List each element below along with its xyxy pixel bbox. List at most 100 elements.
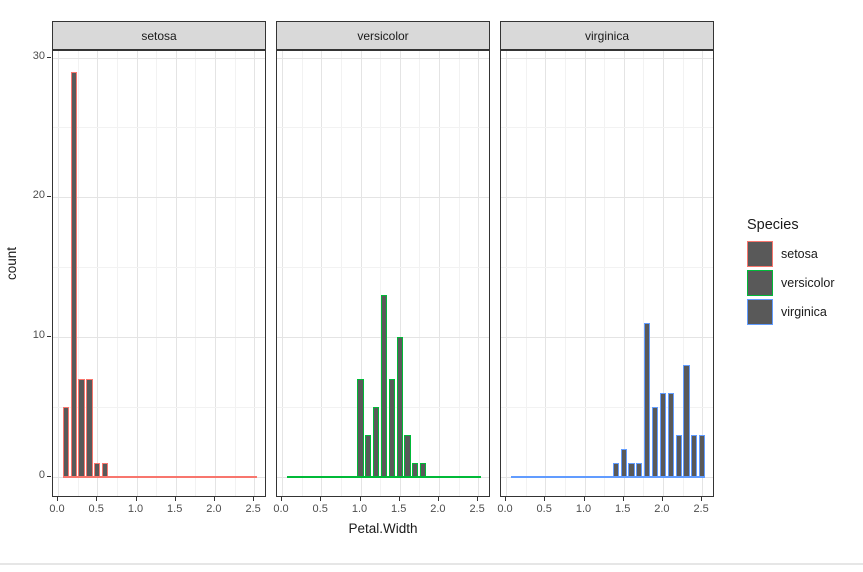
gridline-x-minor bbox=[419, 51, 421, 496]
gridline-x-minor bbox=[458, 51, 460, 496]
histogram-bar bbox=[388, 378, 395, 477]
gridline-x-major bbox=[478, 51, 480, 496]
legend-label: virginica bbox=[781, 305, 827, 319]
gridline-y-minor bbox=[501, 127, 713, 129]
gridline-x-major bbox=[175, 51, 177, 496]
gridline-x-major bbox=[136, 51, 138, 496]
histogram-bar bbox=[667, 392, 674, 477]
x-tick-mark bbox=[135, 497, 137, 501]
gridline-x-minor bbox=[234, 51, 236, 496]
gridline-x-minor bbox=[195, 51, 197, 496]
facet-strip: versicolor bbox=[276, 21, 490, 50]
gridline-x-major bbox=[702, 51, 704, 496]
gridline-y-minor bbox=[501, 267, 713, 269]
histogram-bar bbox=[78, 378, 85, 477]
x-tick-label: 0.0 bbox=[49, 503, 65, 515]
legend-label: setosa bbox=[781, 247, 818, 261]
gridline-x-minor bbox=[643, 51, 645, 496]
legend-key-setosa bbox=[747, 241, 773, 267]
x-tick-mark bbox=[661, 497, 663, 501]
zero-line bbox=[286, 475, 482, 478]
x-tick-mark bbox=[701, 497, 703, 501]
x-tick-label: 0.0 bbox=[273, 503, 289, 515]
histogram-bar bbox=[102, 462, 109, 477]
panel-setosa bbox=[52, 50, 266, 497]
gridline-y-major bbox=[501, 337, 713, 338]
gridline-x-major bbox=[584, 51, 586, 496]
histogram-bar bbox=[365, 434, 372, 477]
histogram-bar bbox=[659, 392, 667, 477]
y-axis-title: count bbox=[4, 247, 19, 281]
histogram-bar bbox=[373, 406, 380, 477]
x-tick-label: 1.0 bbox=[575, 503, 592, 515]
x-tick-mark bbox=[174, 497, 176, 501]
gridline-y-major bbox=[277, 57, 489, 59]
x-tick-mark bbox=[505, 497, 506, 501]
facet-strip: setosa bbox=[52, 21, 266, 50]
y-tick-mark bbox=[47, 56, 51, 58]
histogram-bar bbox=[86, 378, 93, 477]
x-tick-label: 2.5 bbox=[245, 503, 261, 515]
gridline-x-major bbox=[545, 51, 547, 496]
x-tick-mark bbox=[583, 497, 585, 501]
gridline-x-minor bbox=[564, 51, 566, 496]
gridline-x-major bbox=[58, 51, 59, 496]
gridline-x-major bbox=[399, 51, 401, 496]
x-tick-label: 2.5 bbox=[469, 503, 485, 515]
x-tick-mark bbox=[477, 497, 479, 501]
zero-line bbox=[62, 475, 258, 478]
gridline-x-minor bbox=[525, 51, 527, 496]
gridline-x-minor bbox=[380, 51, 382, 496]
gridline-x-major bbox=[438, 51, 440, 496]
gridline-x-minor bbox=[340, 51, 342, 496]
gridline-x-minor bbox=[604, 51, 606, 496]
x-tick-mark bbox=[398, 497, 400, 501]
gridline-y-minor bbox=[277, 127, 489, 129]
gridline-x-major bbox=[360, 51, 362, 496]
x-axis-title: Petal.Width bbox=[348, 521, 418, 536]
legend-label: versicolor bbox=[781, 276, 835, 290]
histogram-bar bbox=[644, 323, 651, 477]
gridline-x-major bbox=[282, 51, 283, 496]
gridline-y-major bbox=[53, 57, 265, 59]
histogram-bar bbox=[699, 434, 706, 477]
histogram-bar bbox=[412, 462, 419, 477]
gridline-x-major bbox=[214, 51, 216, 496]
histogram-bar bbox=[62, 406, 69, 477]
x-tick-mark bbox=[320, 497, 322, 501]
x-tick-label: 0.5 bbox=[312, 503, 328, 515]
gridline-y-major bbox=[53, 337, 265, 338]
gridline-y-major bbox=[501, 57, 713, 59]
gridline-x-minor bbox=[682, 51, 684, 496]
y-tick-mark bbox=[47, 475, 51, 477]
gridline-y-major bbox=[501, 197, 713, 199]
y-tick-mark bbox=[47, 196, 51, 198]
facet-strip: virginica bbox=[500, 21, 714, 50]
gridline-y-minor bbox=[53, 127, 265, 129]
x-tick-label: 1.5 bbox=[391, 503, 407, 515]
panel-versicolor bbox=[276, 50, 490, 497]
x-tick-mark bbox=[359, 497, 361, 501]
gridline-x-major bbox=[623, 51, 625, 496]
gridline-y-minor bbox=[53, 267, 265, 269]
gridline-x-minor bbox=[116, 51, 118, 496]
histogram-bar bbox=[675, 434, 682, 477]
gridline-y-minor bbox=[501, 406, 713, 408]
histogram-bar bbox=[357, 378, 364, 477]
histogram-bar bbox=[683, 365, 690, 477]
x-tick-mark bbox=[96, 497, 98, 501]
histogram-bar bbox=[94, 462, 101, 477]
y-tick-label: 0 bbox=[38, 468, 45, 481]
gridline-x-major bbox=[506, 51, 507, 496]
x-tick-mark bbox=[622, 497, 624, 501]
histogram-bar bbox=[420, 462, 427, 477]
x-tick-mark bbox=[213, 497, 215, 501]
legend-entries: setosa versicolor virginica bbox=[747, 241, 835, 325]
histogram-bar bbox=[380, 295, 388, 477]
x-tick-label: 0.0 bbox=[497, 503, 513, 515]
x-tick-label: 1.0 bbox=[127, 503, 144, 515]
y-tick-label: 20 bbox=[32, 189, 45, 202]
histogram-bar bbox=[404, 434, 411, 477]
x-tick-label: 1.5 bbox=[615, 503, 631, 515]
